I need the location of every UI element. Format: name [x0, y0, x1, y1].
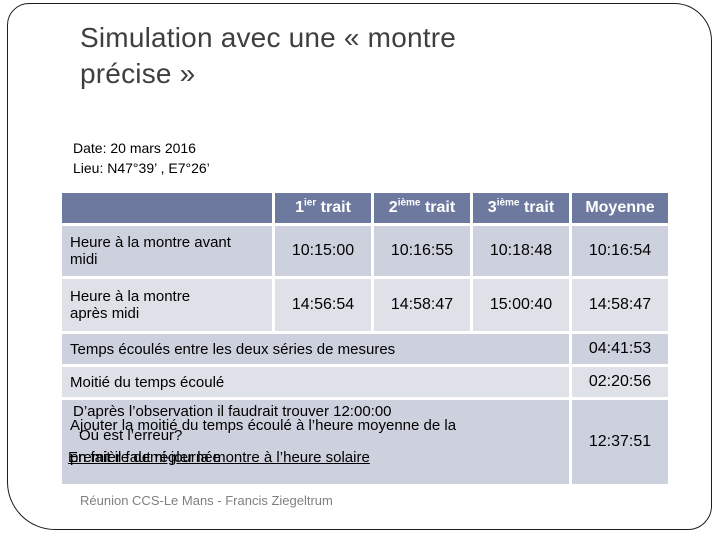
location-line: Lieu: N47°39’ , E7°26’	[73, 160, 210, 176]
cell-value: 15:00:40	[473, 279, 569, 331]
header-trait3-num: 3	[487, 199, 497, 216]
header-empty-cell	[62, 193, 272, 223]
header-trait3-word: trait	[523, 199, 555, 216]
cell-value: 10:18:48	[473, 226, 569, 276]
measurements-table: 1ier trait 2ième trait 3ième trait Moyen…	[59, 190, 671, 487]
header-trait2: 2ième trait	[374, 193, 470, 223]
slide-title-line1: Simulation avec une « montre	[80, 22, 457, 53]
ajouter-line1: Ajouter la moitié du temps écoulé à l’he…	[70, 417, 457, 434]
cell-value: 02:20:56	[572, 367, 668, 397]
table-header-row: 1ier trait 2ième trait 3ième trait Moyen…	[62, 193, 668, 223]
cell-value: 12:37:51	[572, 400, 668, 484]
table-row: Heure à la montre après midi 14:56:54 14…	[62, 279, 668, 331]
row-label-apres-midi: Heure à la montre après midi	[62, 279, 272, 331]
header-trait1-num: 1	[295, 199, 304, 216]
cell-value: 10:15:00	[275, 226, 371, 276]
cell-value: 14:56:54	[275, 279, 371, 331]
header-trait2-word: trait	[424, 199, 456, 216]
slide-border-frame	[7, 3, 712, 530]
slide-title: Simulation avec une « montre précise »	[80, 20, 640, 92]
cell-value: 14:58:47	[572, 279, 668, 331]
header-trait1: 1ier trait	[275, 193, 371, 223]
date-line: Date: 20 mars 2016	[73, 140, 196, 156]
table-row: Heure à la montre avant midi 10:15:00 10…	[62, 226, 668, 276]
ajouter-line2: première demi-journée	[70, 449, 221, 466]
header-trait3: 3ième trait	[473, 193, 569, 223]
cell-value: 14:58:47	[374, 279, 470, 331]
header-trait1-sup: ier	[303, 197, 317, 209]
header-trait2-sup: ième	[397, 197, 421, 209]
row-label-temps-ecoules: Temps écoulés entre les deux séries de m…	[62, 334, 569, 364]
overlapping-observation-text: D’après l’observation il faudrait trouve…	[73, 403, 392, 420]
conclusion-text: En fait il faut régler la montre à l’heu…	[68, 449, 370, 466]
row-label-moitie-temps: Moitié du temps écoulé	[62, 367, 569, 397]
cell-value: 04:41:53	[572, 334, 668, 364]
row-label-ajouter-moitie: Ajouter la moitié du temps écoulé à l’he…	[62, 400, 569, 484]
cell-value: 10:16:54	[572, 226, 668, 276]
row-label-avant-midi: Heure à la montre avant midi	[62, 226, 272, 276]
header-trait3-sup: ième	[496, 197, 520, 209]
header-trait2-num: 2	[388, 199, 398, 216]
table-row: Moitié du temps écoulé 02:20:56	[62, 367, 668, 397]
header-trait1-word: trait	[320, 199, 351, 216]
slide-title-line2: précise »	[80, 58, 196, 89]
table-row: Temps écoulés entre les deux séries de m…	[62, 334, 668, 364]
header-moyenne: Moyenne	[572, 193, 668, 223]
slide-footer: Réunion CCS-Le Mans - Francis Ziegeltrum	[80, 493, 333, 508]
table-row: Ajouter la moitié du temps écoulé à l’he…	[62, 400, 668, 484]
cell-value: 10:16:55	[374, 226, 470, 276]
error-question-text: Où est l’erreur?	[79, 427, 183, 444]
date-location-block: Date: 20 mars 2016 Lieu: N47°39’ , E7°26…	[73, 138, 210, 178]
